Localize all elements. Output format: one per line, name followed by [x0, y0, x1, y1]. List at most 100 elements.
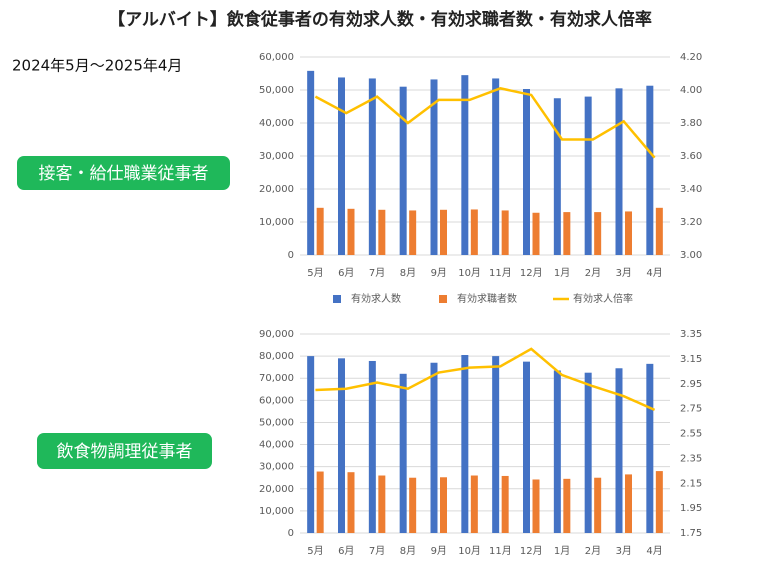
y2-tick-label: 3.35 — [680, 329, 702, 340]
x-tick-label: 10月 — [458, 545, 481, 557]
y2-tick-label: 2.75 — [680, 404, 702, 415]
x-tick-label: 5月 — [307, 545, 323, 557]
y-tick-label: 0 — [288, 250, 294, 261]
y-tick-label: 90,000 — [259, 329, 294, 340]
bar — [409, 210, 417, 255]
bar — [347, 472, 355, 533]
section-badge — [17, 156, 230, 190]
bar — [563, 478, 571, 533]
bar — [625, 474, 632, 533]
x-tick-label: 3月 — [616, 545, 632, 557]
bar — [615, 88, 623, 255]
bar — [655, 207, 663, 255]
bar — [430, 362, 438, 533]
bar — [594, 477, 602, 533]
bar — [399, 373, 407, 533]
bar — [440, 209, 447, 255]
y-tick-label: 0 — [288, 528, 294, 539]
x-tick-label: 10月 — [458, 267, 481, 279]
y2-tick-label: 3.00 — [680, 250, 702, 261]
panel — [250, 322, 710, 562]
bar — [338, 358, 345, 533]
y2-tick-label: 2.35 — [680, 453, 702, 464]
bar — [532, 212, 540, 255]
bar — [316, 207, 324, 255]
section-badge — [37, 433, 212, 469]
x-tick-label: 1月 — [554, 267, 570, 279]
page-title: 【アルバイト】飲食従事者の有効求人数・有効求職者数・有効求人倍率 — [108, 9, 652, 30]
y-tick-label: 80,000 — [259, 351, 294, 362]
y2-tick-label: 3.60 — [680, 151, 702, 162]
x-tick-label: 4月 — [646, 545, 662, 557]
y2-tick-label: 3.15 — [680, 354, 702, 365]
bar — [409, 477, 417, 533]
bar — [378, 475, 386, 533]
line-series — [315, 347, 656, 412]
section-label: 接客・給仕職業従事者 — [39, 164, 209, 184]
bar — [368, 78, 376, 255]
y-tick-label: 20,000 — [259, 184, 294, 195]
bar — [492, 356, 500, 533]
bar — [523, 361, 530, 533]
y-tick-label: 30,000 — [259, 462, 294, 473]
bar — [655, 471, 663, 533]
bar — [553, 98, 561, 255]
y2-tick-label: 3.40 — [680, 184, 702, 195]
bar — [307, 70, 315, 255]
y2-tick-label: 4.20 — [680, 52, 702, 63]
bar — [615, 368, 623, 533]
y-tick-label: 40,000 — [259, 118, 294, 129]
y2-tick-label: 3.20 — [680, 217, 702, 228]
x-tick-label: 3月 — [616, 267, 632, 279]
y-tick-label: 50,000 — [259, 417, 294, 428]
x-tick-label: 7月 — [369, 267, 385, 279]
line-series — [314, 87, 656, 159]
x-tick-label: 6月 — [338, 267, 354, 279]
legend-label: 有効求人数 — [351, 292, 401, 305]
section-label: 飲食物調理従事者 — [57, 442, 193, 462]
bar — [316, 471, 324, 533]
bar — [492, 78, 500, 255]
y-tick-label: 20,000 — [259, 484, 294, 495]
x-tick-label: 8月 — [400, 545, 416, 557]
x-tick-label: 6月 — [338, 545, 354, 557]
bar — [646, 363, 654, 533]
legend-label: 有効求人倍率 — [573, 292, 633, 305]
subtitle: 2024年5月～2025年4月 — [12, 57, 182, 75]
x-tick-label: 11月 — [489, 545, 512, 557]
y-tick-label: 60,000 — [259, 52, 294, 63]
x-tick-label: 2月 — [585, 545, 601, 557]
legend-swatch — [439, 295, 447, 303]
bar — [461, 355, 469, 533]
bar — [461, 75, 469, 256]
x-tick-label: 8月 — [400, 267, 416, 279]
y2-tick-label: 3.80 — [680, 118, 702, 129]
y-tick-label: 50,000 — [259, 85, 294, 96]
x-tick-label: 11月 — [489, 267, 512, 279]
x-tick-label: 12月 — [520, 545, 543, 557]
bar — [470, 475, 478, 533]
bar — [594, 212, 602, 255]
bar — [523, 89, 530, 255]
y-tick-label: 60,000 — [259, 395, 294, 406]
bar — [553, 370, 561, 533]
y2-tick-label: 4.00 — [680, 85, 702, 96]
y-tick-label: 10,000 — [259, 506, 294, 517]
bar — [470, 209, 478, 255]
bar — [347, 208, 355, 255]
legend-swatch — [333, 295, 341, 303]
x-tick-label: 5月 — [307, 267, 323, 279]
y2-tick-label: 2.15 — [680, 478, 702, 489]
bar — [501, 475, 509, 533]
y2-tick-label: 2.95 — [680, 379, 702, 390]
bar — [646, 85, 654, 256]
bar — [378, 209, 386, 255]
bar — [584, 96, 592, 255]
y2-tick-label: 1.75 — [680, 528, 702, 539]
x-tick-label: 9月 — [431, 545, 447, 557]
bar — [625, 211, 632, 255]
bar — [307, 356, 315, 533]
bar — [338, 77, 345, 256]
bar — [532, 479, 540, 533]
